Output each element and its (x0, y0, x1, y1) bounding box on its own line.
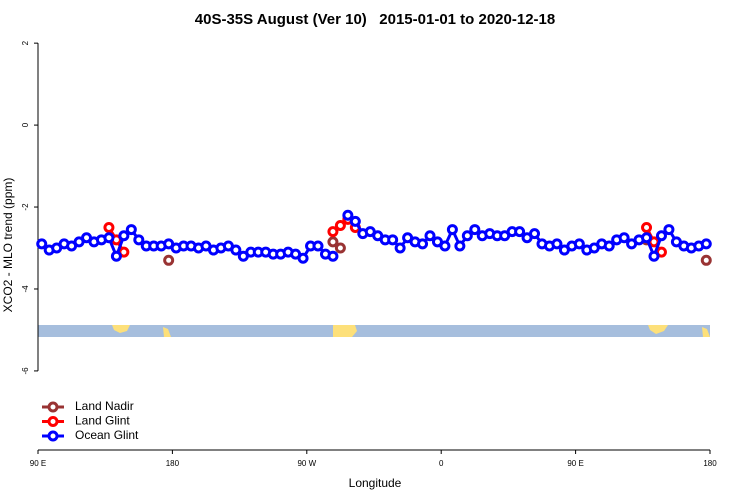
data-point (327, 226, 339, 238)
data-point (641, 232, 653, 244)
data-point (110, 250, 122, 262)
data-point (163, 254, 175, 266)
data-point (439, 240, 451, 252)
data-point (603, 240, 615, 252)
data-point (118, 230, 130, 242)
data-point (394, 242, 406, 254)
legend-label: Land Glint (75, 414, 130, 428)
land-shape (112, 325, 130, 333)
ocean-strip (38, 325, 710, 337)
data-point (417, 238, 429, 250)
land-shape (163, 327, 171, 337)
data-point (700, 238, 712, 250)
data-point (349, 215, 361, 227)
y-axis-label: XCO2 - MLO trend (ppm) (1, 178, 15, 313)
data-point (514, 226, 526, 238)
legend-label: Ocean Glint (75, 428, 139, 442)
data-point (36, 238, 48, 250)
x-tick-label: 180 (166, 459, 180, 468)
data-point (655, 230, 667, 242)
data-point (342, 209, 354, 221)
data-point (663, 224, 675, 236)
y-tick-label: 0 (21, 122, 30, 127)
x-tick-label: 0 (439, 459, 444, 468)
data-point (312, 240, 324, 252)
data-point (454, 240, 466, 252)
data-point (469, 224, 481, 236)
y-tick-label: -6 (21, 367, 30, 375)
legend-marker (47, 416, 59, 427)
land-shape (333, 325, 357, 337)
data-point (700, 254, 712, 266)
legend-marker (47, 430, 59, 442)
x-tick-label: 180 (703, 459, 717, 468)
series (103, 213, 667, 258)
data-point (327, 236, 339, 248)
data-point (648, 250, 660, 262)
legend-label: Land Nadir (75, 399, 134, 413)
data-point (334, 242, 346, 254)
data-point (551, 238, 563, 250)
data-point (327, 250, 339, 262)
data-point (573, 238, 585, 250)
data-point (529, 228, 541, 240)
data-point (424, 230, 436, 242)
data-point (103, 232, 115, 244)
data-point (387, 234, 399, 246)
y-tick-label: 2 (21, 40, 30, 45)
x-tick-label: 90 W (297, 459, 316, 468)
x-tick-label: 90 E (30, 459, 46, 468)
land-shape (702, 327, 710, 337)
x-tick-label: 90 E (567, 459, 583, 468)
data-point (133, 234, 145, 246)
map-strip (38, 325, 710, 337)
data-point (125, 224, 137, 236)
y-tick-label: -2 (21, 203, 30, 211)
y-tick-label: -4 (21, 285, 30, 293)
data-point (461, 230, 473, 242)
legend-marker (47, 401, 59, 413)
data-point (446, 224, 458, 236)
chart-title: 40S-35S August (Ver 10) 2015-01-01 to 20… (195, 11, 555, 28)
data-point (618, 232, 630, 244)
data-point (334, 219, 346, 231)
data-point (103, 222, 115, 234)
land-shape (648, 325, 668, 334)
series (36, 209, 712, 264)
data-point (230, 244, 242, 256)
x-axis-label: Longitude (349, 476, 402, 490)
data-point (641, 222, 653, 234)
data-point (297, 252, 309, 264)
